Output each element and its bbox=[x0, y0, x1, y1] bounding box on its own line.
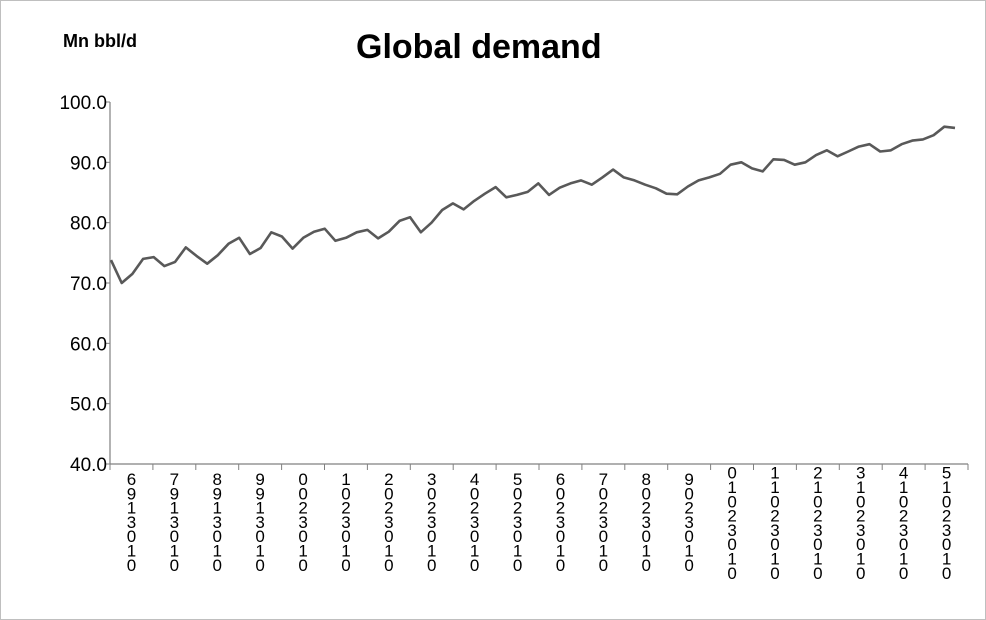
y-axis-unit-label: Mn bbl/d bbox=[63, 31, 137, 51]
y-tick-label: 50.0 bbox=[70, 395, 107, 416]
series-line bbox=[109, 125, 956, 285]
series-group bbox=[109, 125, 956, 285]
y-tick-label: 40.0 bbox=[70, 455, 107, 476]
y-tick-label: 60.0 bbox=[70, 334, 107, 355]
axes bbox=[105, 101, 969, 470]
y-tick-label: 100.0 bbox=[59, 93, 107, 114]
y-tick-labels: 40.0 50.0 60.0 70.0 80.0 90.0 100.0 bbox=[59, 93, 107, 476]
x-tick-labels: 6 9 1 3 0 1 0 7 9 1 3 0 1 0 8 9 1 3 0 1 0 9 9 1 3 0 1 0 0 0 2 3 0 1 0 1 0 2 3 0… bbox=[127, 464, 952, 583]
y-tick-label: 70.0 bbox=[70, 274, 107, 295]
chart-title: Global demand bbox=[356, 28, 602, 66]
y-tick-label: 90.0 bbox=[70, 153, 107, 174]
y-tick-label: 80.0 bbox=[70, 214, 107, 235]
